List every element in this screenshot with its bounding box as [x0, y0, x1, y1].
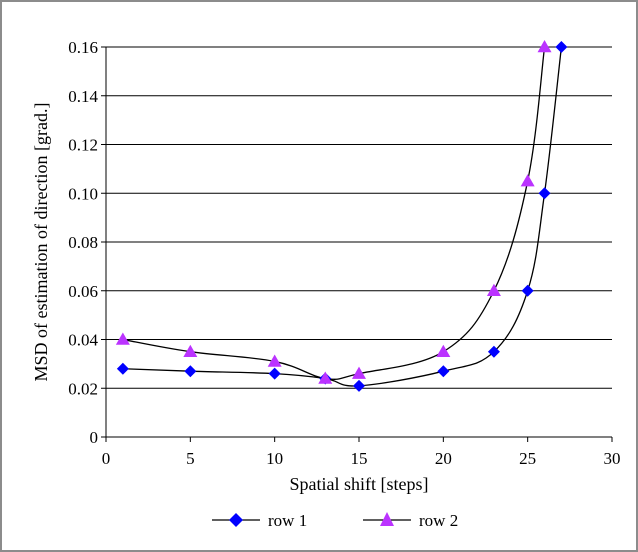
data-point-series-2: [267, 354, 282, 367]
y-tick-label: 0.06: [68, 282, 98, 301]
data-point-series-1: [538, 187, 551, 200]
legend-row-1-marker: [229, 513, 243, 527]
data-point-series-1: [521, 284, 534, 297]
y-tick-label: 0.08: [68, 233, 98, 252]
legend-row-2-label: row 2: [419, 511, 458, 530]
tick-labels: 0 0.02 0.04 0.06 0.08 0.10 0.12 0.14 0.16 0 5 10 15 2…: [68, 38, 620, 468]
data-point-series-1: [555, 41, 568, 53]
legend-row-2-marker: [380, 512, 394, 526]
y-axis-title: MSD of estimation of direction [grad.]: [31, 103, 51, 382]
data-point-series-1: [353, 379, 365, 392]
x-tick-label: 0: [102, 449, 111, 468]
series-curves: [122, 46, 563, 387]
y-tick-label: 0.02: [68, 379, 98, 398]
data-point-series-2: [318, 371, 333, 384]
data-point-series-1: [116, 362, 129, 375]
data-points: [115, 40, 568, 392]
y-tick-label: 0.16: [68, 38, 98, 57]
data-point-series-1: [268, 367, 281, 380]
data-point-series-1: [487, 345, 500, 358]
series-line-2: [122, 46, 546, 380]
data-point-series-1: [184, 365, 197, 378]
data-point-series-2: [115, 332, 130, 345]
x-axis-title: Spatial shift [steps]: [290, 474, 429, 494]
data-point-series-2: [537, 40, 552, 53]
legend-row-1-label: row 1: [268, 511, 307, 530]
data-point-series-2: [352, 366, 366, 379]
series-line-1: [122, 46, 563, 387]
data-point-series-2: [436, 344, 451, 357]
y-tick-label: 0.10: [68, 184, 98, 203]
y-tick-label: 0: [90, 428, 99, 447]
legend: row 1 row 2: [212, 511, 458, 530]
data-point-series-1: [437, 365, 450, 378]
data-point-series-2: [486, 283, 501, 296]
y-tick-label: 0.12: [68, 136, 98, 155]
y-tick-label: 0.04: [68, 331, 98, 350]
x-tick-label: 20: [435, 449, 452, 468]
grid-lines: [106, 46, 612, 389]
x-tick-label: 30: [604, 449, 621, 468]
x-tick-label: 15: [351, 449, 368, 468]
x-tick-label: 5: [186, 449, 195, 468]
x-tick-label: 10: [266, 449, 283, 468]
x-tick-label: 25: [519, 449, 536, 468]
y-tick-label: 0.14: [68, 87, 98, 106]
data-point-series-2: [183, 344, 198, 357]
data-point-series-2: [520, 174, 535, 187]
